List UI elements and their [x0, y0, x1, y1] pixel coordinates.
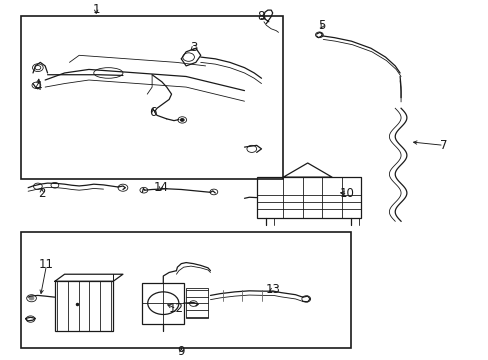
Text: 3: 3: [189, 41, 197, 54]
Bar: [186, 288, 207, 318]
Text: 9: 9: [177, 345, 184, 358]
Bar: [142, 283, 183, 324]
Text: 6: 6: [149, 106, 157, 119]
Text: 2: 2: [38, 186, 45, 199]
Text: 1: 1: [92, 3, 100, 16]
Bar: [55, 281, 113, 331]
Bar: [21, 17, 283, 179]
Text: 13: 13: [264, 283, 280, 296]
Text: 10: 10: [340, 187, 354, 200]
Text: 4: 4: [34, 80, 41, 93]
Circle shape: [180, 118, 184, 121]
Text: 8: 8: [257, 10, 264, 23]
Text: 12: 12: [168, 302, 183, 315]
Text: 5: 5: [318, 19, 325, 32]
Text: 14: 14: [153, 180, 168, 194]
Bar: [256, 177, 361, 218]
Text: 11: 11: [39, 258, 54, 271]
Circle shape: [29, 297, 34, 300]
Bar: [21, 232, 351, 348]
Text: 7: 7: [439, 139, 447, 152]
